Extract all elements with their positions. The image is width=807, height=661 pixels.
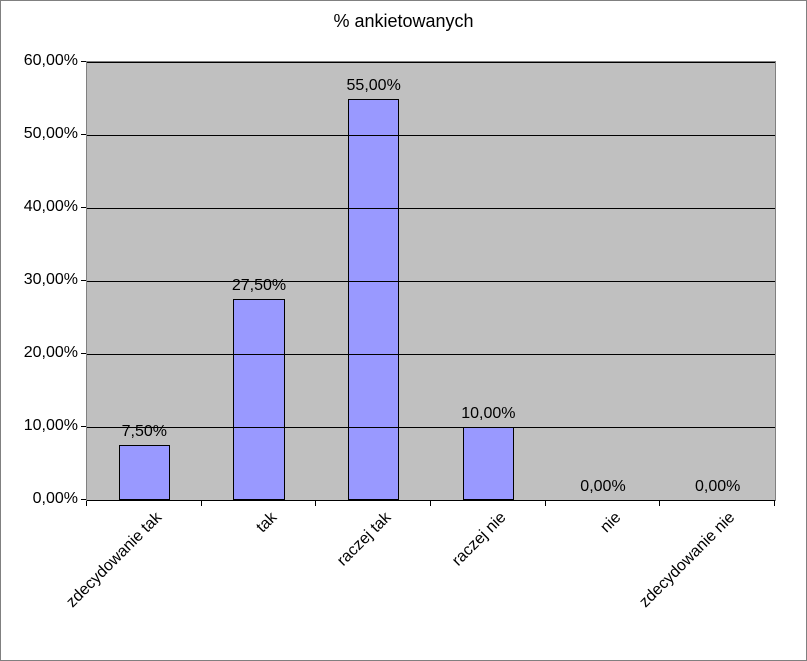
y-tick-mark [81,280,86,281]
y-tick-mark [81,353,86,354]
bar-value-label: 55,00% [347,77,401,95]
chart-frame: % ankietowanych 7,50% 27,50% 55,00% 10,00% 0… [0,0,807,661]
y-tick-mark [81,207,86,208]
x-axis: zdecydowanie taktakraczej takraczej nien… [86,501,776,661]
x-tick-label: tak [253,509,281,537]
x-tick-mark [659,501,660,506]
y-tick-label: 20,00% [24,344,78,362]
x-tick-mark [430,501,431,506]
gridline [87,354,775,355]
plot-area: 7,50% 27,50% 55,00% 10,00% 0,00% 0,00% [86,61,776,501]
y-tick-label: 50,00% [24,125,78,143]
x-tick-label: nie [597,509,625,537]
bar-value-label: 0,00% [695,478,740,496]
x-tick-mark [315,501,316,506]
bar [119,445,171,500]
y-tick-mark [81,134,86,135]
x-tick-label: raczej nie [449,509,510,570]
gridline [87,208,775,209]
x-tick-mark [201,501,202,506]
x-tick-label: zdecydowanie nie [637,509,740,612]
chart-title: % ankietowanych [1,11,806,32]
bar [233,299,285,500]
y-tick-mark [81,426,86,427]
x-tick-label: raczej tak [334,509,395,570]
y-axis: 0,00%10,00%20,00%30,00%40,00%50,00%60,00… [1,61,86,501]
bar-value-label: 27,50% [232,277,286,295]
gridline [87,427,775,428]
gridline [87,135,775,136]
y-tick-mark [81,499,86,500]
gridline [87,281,775,282]
bar-value-label: 10,00% [461,405,515,423]
gridline [87,62,775,63]
bar-value-label: 0,00% [580,478,625,496]
bar [463,427,515,500]
x-tick-label: zdecydowanie tak [63,509,166,612]
y-tick-label: 30,00% [24,271,78,289]
bar [348,99,400,501]
y-tick-label: 10,00% [24,417,78,435]
x-tick-mark [545,501,546,506]
x-tick-mark [86,501,87,506]
y-tick-label: 0,00% [33,490,78,508]
x-tick-mark [774,501,775,506]
y-tick-label: 40,00% [24,198,78,216]
y-tick-mark [81,61,86,62]
y-tick-label: 60,00% [24,52,78,70]
bar-value-label: 7,50% [122,423,167,441]
